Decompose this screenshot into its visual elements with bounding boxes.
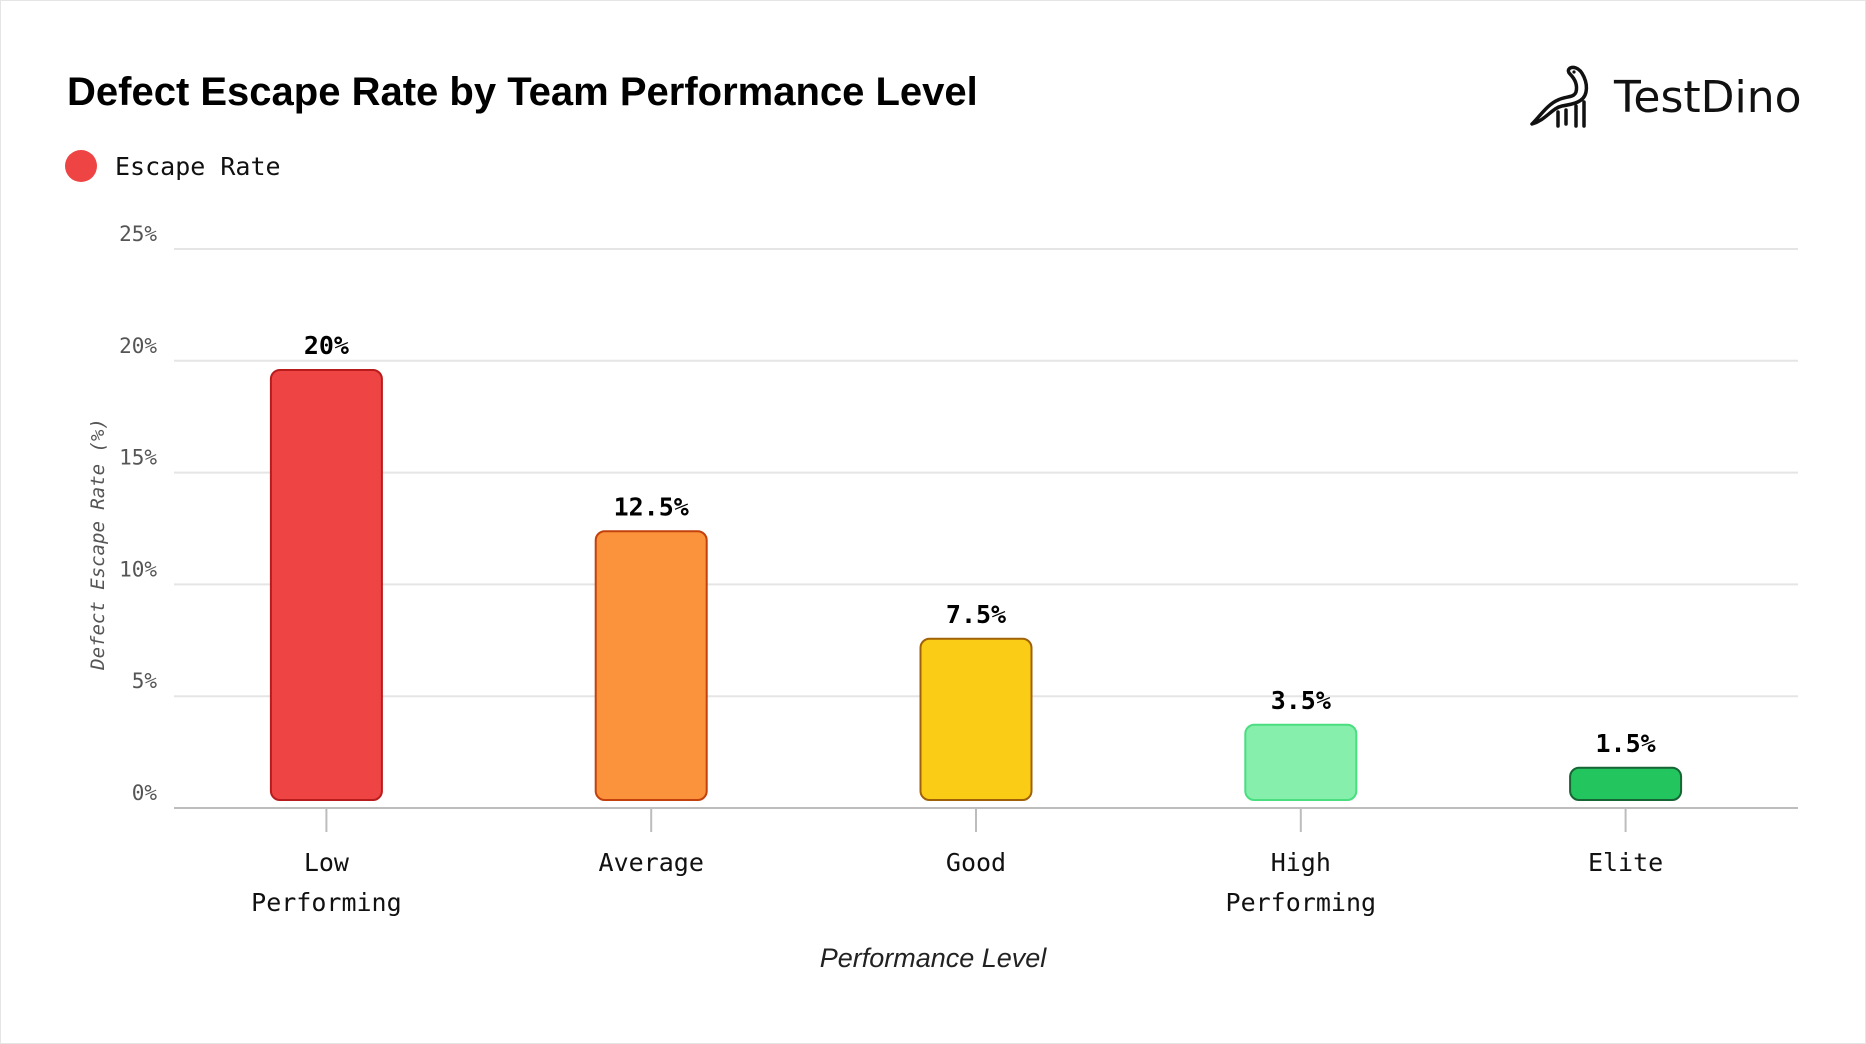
data-label: 20% <box>304 331 349 360</box>
x-tick-label: Performing <box>1226 888 1377 917</box>
x-tick-label: Average <box>599 848 704 877</box>
data-label: 3.5% <box>1271 686 1331 715</box>
brand-name: TestDino <box>1614 71 1802 123</box>
y-tick-label: 0% <box>132 781 158 805</box>
y-tick-label: 25% <box>119 222 157 246</box>
x-tick-label: Good <box>946 848 1006 877</box>
dinosaur-icon <box>1530 65 1589 128</box>
x-axis-title: Performance Level <box>820 943 1048 973</box>
x-tick-label: Low <box>304 848 350 877</box>
data-label: 1.5% <box>1595 729 1655 758</box>
x-tick-label: High <box>1271 848 1331 877</box>
y-tick-label: 10% <box>119 557 157 581</box>
chart-title: Defect Escape Rate by Team Performance L… <box>67 70 978 114</box>
x-tick-label: Performing <box>251 888 402 917</box>
legend[interactable]: Escape Rate <box>65 150 281 182</box>
x-tick-label: Elite <box>1588 848 1663 877</box>
y-tick-label: 20% <box>119 334 157 358</box>
y-axis-title: Defect Escape Rate (%) <box>87 418 109 671</box>
legend-swatch <box>65 150 97 182</box>
data-label: 7.5% <box>946 600 1006 629</box>
y-tick-label: 15% <box>119 446 157 470</box>
bar-3 <box>1244 723 1358 801</box>
legend-label: Escape Rate <box>115 151 281 181</box>
data-label: 12.5% <box>614 492 689 521</box>
testdino-logo: TestDino <box>1528 62 1802 132</box>
bar-4 <box>1569 766 1683 801</box>
y-tick-label: 5% <box>132 669 158 693</box>
bar-1 <box>594 530 708 801</box>
bar-0 <box>269 369 383 801</box>
bar-2 <box>919 637 1033 801</box>
